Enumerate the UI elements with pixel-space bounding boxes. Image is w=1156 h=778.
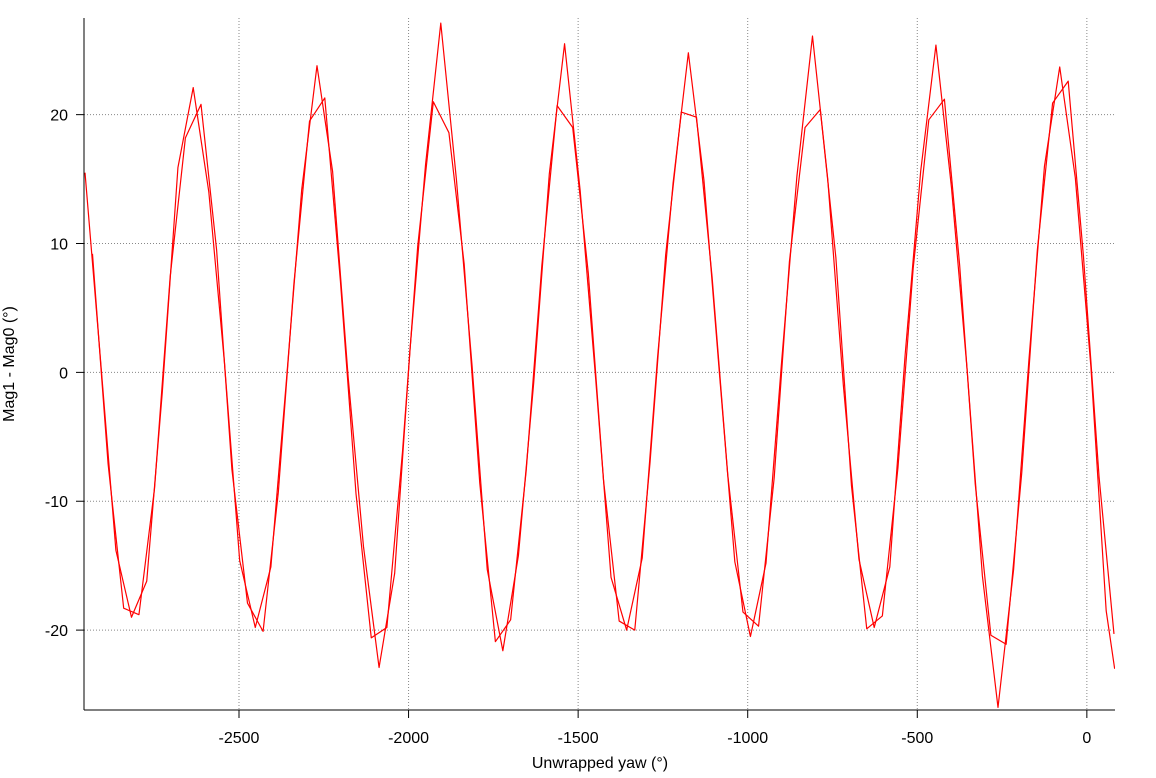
grid	[84, 18, 1115, 710]
x-tick-label: -1000	[727, 730, 768, 747]
y-tick-label: 20	[50, 108, 68, 125]
x-tick-label: 0	[1082, 730, 1091, 747]
y-tick-label: 0	[59, 365, 68, 382]
x-tick-label: -2500	[219, 730, 260, 747]
x-tick-label: -500	[901, 730, 933, 747]
y-tick-label: 10	[50, 237, 68, 254]
y-tick-label: -10	[45, 494, 68, 511]
data-line	[91, 80, 1115, 645]
plot-area	[84, 22, 1115, 709]
x-axis-title: Unwrapped yaw (°)	[532, 755, 668, 772]
x-tick-label: -2000	[388, 730, 429, 747]
y-axis-title: Mag1 - Mag0 (°)	[1, 306, 18, 422]
axes	[76, 18, 1115, 718]
y-tick-label: -20	[45, 623, 68, 640]
data-line	[84, 22, 1115, 709]
x-tick-label: -1500	[558, 730, 599, 747]
